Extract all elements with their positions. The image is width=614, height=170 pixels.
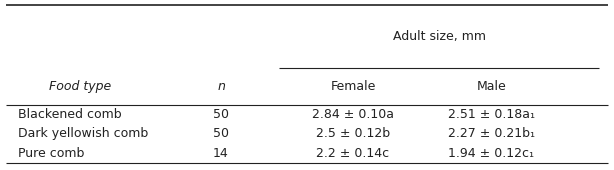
Text: 2.51 ± 0.18a₁: 2.51 ± 0.18a₁ — [448, 108, 535, 121]
Text: 2.2 ± 0.14c: 2.2 ± 0.14c — [316, 147, 390, 160]
Text: $n$: $n$ — [217, 80, 225, 93]
Text: 50: 50 — [213, 108, 229, 121]
Text: Dark yellowish comb: Dark yellowish comb — [18, 127, 149, 140]
Text: Pure comb: Pure comb — [18, 147, 85, 160]
Text: 2.84 ± 0.10a: 2.84 ± 0.10a — [312, 108, 394, 121]
Text: Blackened comb: Blackened comb — [18, 108, 122, 121]
Text: 2.5 ± 0.12b: 2.5 ± 0.12b — [316, 127, 390, 140]
Text: 1.94 ± 0.12c₁: 1.94 ± 0.12c₁ — [448, 147, 534, 160]
Text: 14: 14 — [213, 147, 229, 160]
Text: Female: Female — [330, 80, 376, 93]
Text: 50: 50 — [213, 127, 229, 140]
Text: Male: Male — [476, 80, 506, 93]
Text: Food type: Food type — [49, 80, 111, 93]
Text: 2.27 ± 0.21b₁: 2.27 ± 0.21b₁ — [448, 127, 535, 140]
Text: Adult size, mm: Adult size, mm — [392, 30, 486, 43]
